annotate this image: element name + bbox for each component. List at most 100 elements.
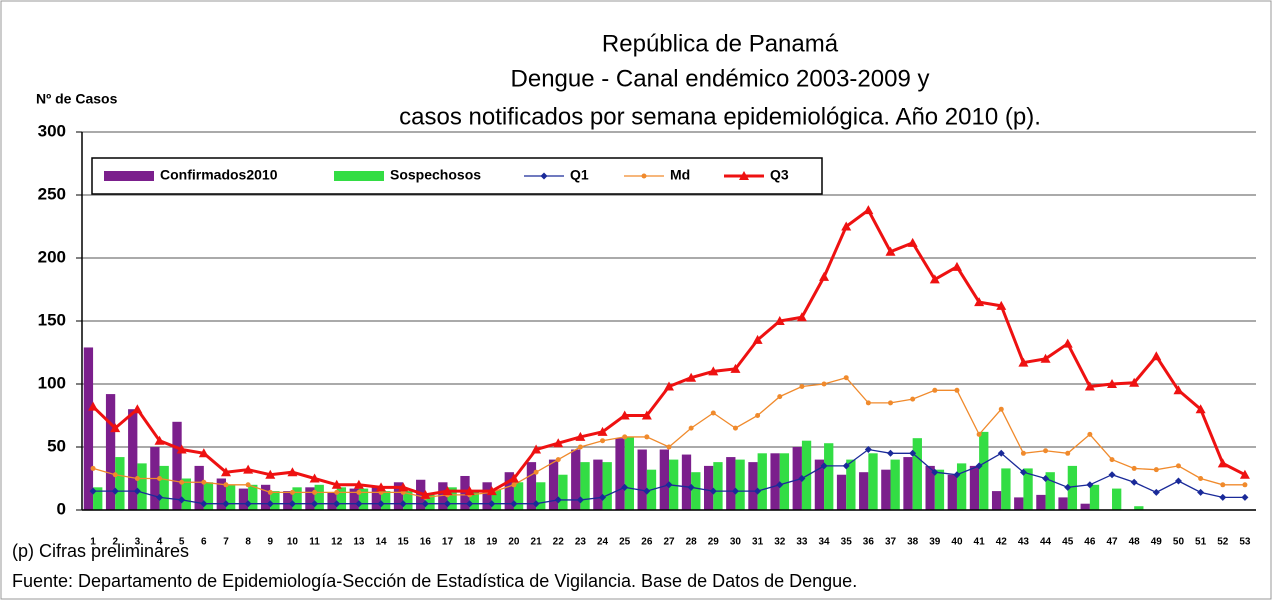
marker [1084,381,1095,391]
legend-label: Q3 [770,167,789,183]
x-tick-label: 23 [575,537,587,548]
marker [1174,477,1182,485]
bar [903,457,913,510]
x-tick-label: 22 [553,537,565,548]
marker [486,486,497,496]
marker [442,486,453,496]
legend-swatch [334,171,384,181]
marker [600,438,606,444]
x-tick-label: 6 [201,537,207,548]
marker [222,500,230,508]
marker [932,387,938,393]
marker [739,171,749,180]
marker [909,449,917,457]
bar [225,484,236,510]
y-tick-label: 150 [38,310,66,329]
marker [843,375,849,381]
x-tick-label: 13 [353,537,365,548]
marker [1108,471,1116,479]
marker [619,410,630,420]
marker [376,482,387,492]
marker [841,221,852,231]
marker [510,500,518,508]
bar [203,482,214,510]
marker [1198,476,1204,481]
bar [593,459,603,510]
title-line: República de Panamá [602,30,839,57]
bar [912,438,922,510]
marker [553,438,564,448]
x-tick-label: 42 [996,537,1008,548]
bar [726,457,736,510]
title-line: Dengue - Canal endémico 2003-2009 y [511,65,930,92]
x-tick-label: 1 [90,537,96,548]
marker [179,479,185,485]
marker [1040,353,1051,363]
marker [1018,357,1029,367]
bar [1036,494,1046,510]
bar [1045,472,1055,510]
bar [305,487,315,510]
bar [460,475,470,510]
x-tick-label: 47 [1106,537,1118,548]
y-tick-label: 300 [38,121,66,140]
legend-label: Md [670,167,690,183]
bar [615,438,625,510]
marker [907,237,918,247]
marker [953,471,961,479]
bar [425,494,435,510]
x-tick-label: 49 [1151,537,1163,548]
bar [314,484,324,510]
x-tick-label: 51 [1195,537,1207,548]
marker [508,473,519,483]
marker [110,423,121,433]
marker [1219,493,1227,501]
marker [1130,478,1138,486]
bar [925,465,935,510]
bar [779,453,790,510]
marker [622,434,628,440]
marker [863,205,874,215]
marker [665,481,673,489]
bar [868,453,878,510]
bar [349,488,359,510]
marker [198,448,209,458]
y-tick-label: 100 [38,373,66,392]
marker [157,476,163,481]
marker [666,444,672,450]
marker [200,500,208,508]
marker [687,483,695,491]
marker [245,482,251,488]
marker [688,425,694,431]
marker [533,469,539,475]
marker [976,431,982,437]
marker [1152,488,1160,496]
x-tick-label: 30 [730,537,742,548]
bar [691,472,701,510]
bar [580,462,590,510]
x-tick-label: 14 [375,537,387,548]
marker [1195,404,1206,414]
marker [531,444,542,454]
x-tick-label: 48 [1129,537,1141,548]
marker [777,394,783,400]
bar [792,447,802,510]
bar [248,484,258,510]
bar [814,459,825,510]
y-tick-label: 0 [57,499,66,518]
marker [951,261,962,271]
marker [755,413,761,418]
bar [403,491,413,510]
bar [1001,468,1011,510]
x-tick-label: 45 [1062,537,1074,548]
marker [664,381,674,391]
bar [336,487,347,510]
bar [536,482,546,510]
x-tick-label: 18 [464,537,476,548]
bar [105,394,116,510]
bar [83,347,94,510]
x-tick-label: 21 [531,537,543,548]
legend [91,157,823,195]
marker [399,500,407,508]
marker [176,444,187,454]
